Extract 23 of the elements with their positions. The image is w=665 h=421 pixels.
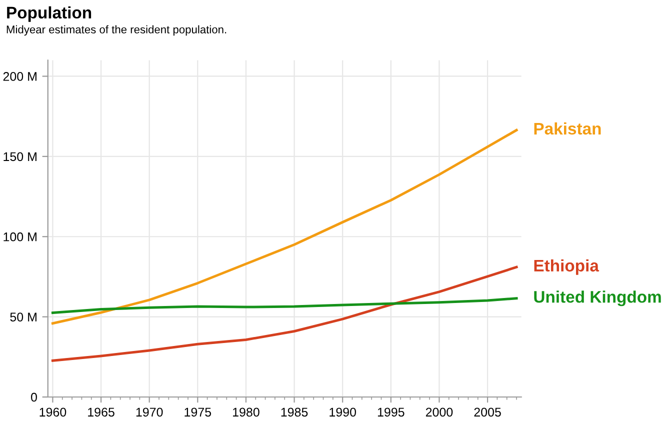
line-series	[51, 266, 518, 362]
chart-title: Population	[7, 6, 92, 22]
y-tick-label: 0	[31, 392, 37, 402]
x-tick-label: 1965	[88, 408, 114, 417]
y-tick-label: 50 M	[10, 312, 36, 322]
chart-subtitle: Midyear estimates of the resident population.	[6, 25, 226, 36]
x-tick-label: 1975	[184, 408, 212, 417]
series-label: Ethiopia	[534, 259, 600, 275]
x-tick-label: 2000	[426, 408, 453, 417]
y-tick-label: 200 M	[3, 72, 36, 81]
x-tick-label: 1995	[378, 408, 404, 417]
x-tick-label: 1970	[136, 408, 163, 417]
x-tick-label: 1985	[281, 408, 308, 417]
x-tick-label: 1990	[330, 408, 356, 417]
y-tick-label: 100 M	[4, 232, 36, 242]
y-tick-label: 150 M	[4, 152, 36, 162]
line-series	[51, 128, 518, 325]
x-tick-label: 2005	[474, 408, 501, 417]
x-tick-label: 1980	[233, 408, 260, 417]
x-tick-label: 1960	[40, 408, 66, 417]
series-label: United Kingdom	[534, 290, 661, 306]
line-series	[51, 297, 518, 314]
series-label: Pakistan	[534, 122, 601, 135]
